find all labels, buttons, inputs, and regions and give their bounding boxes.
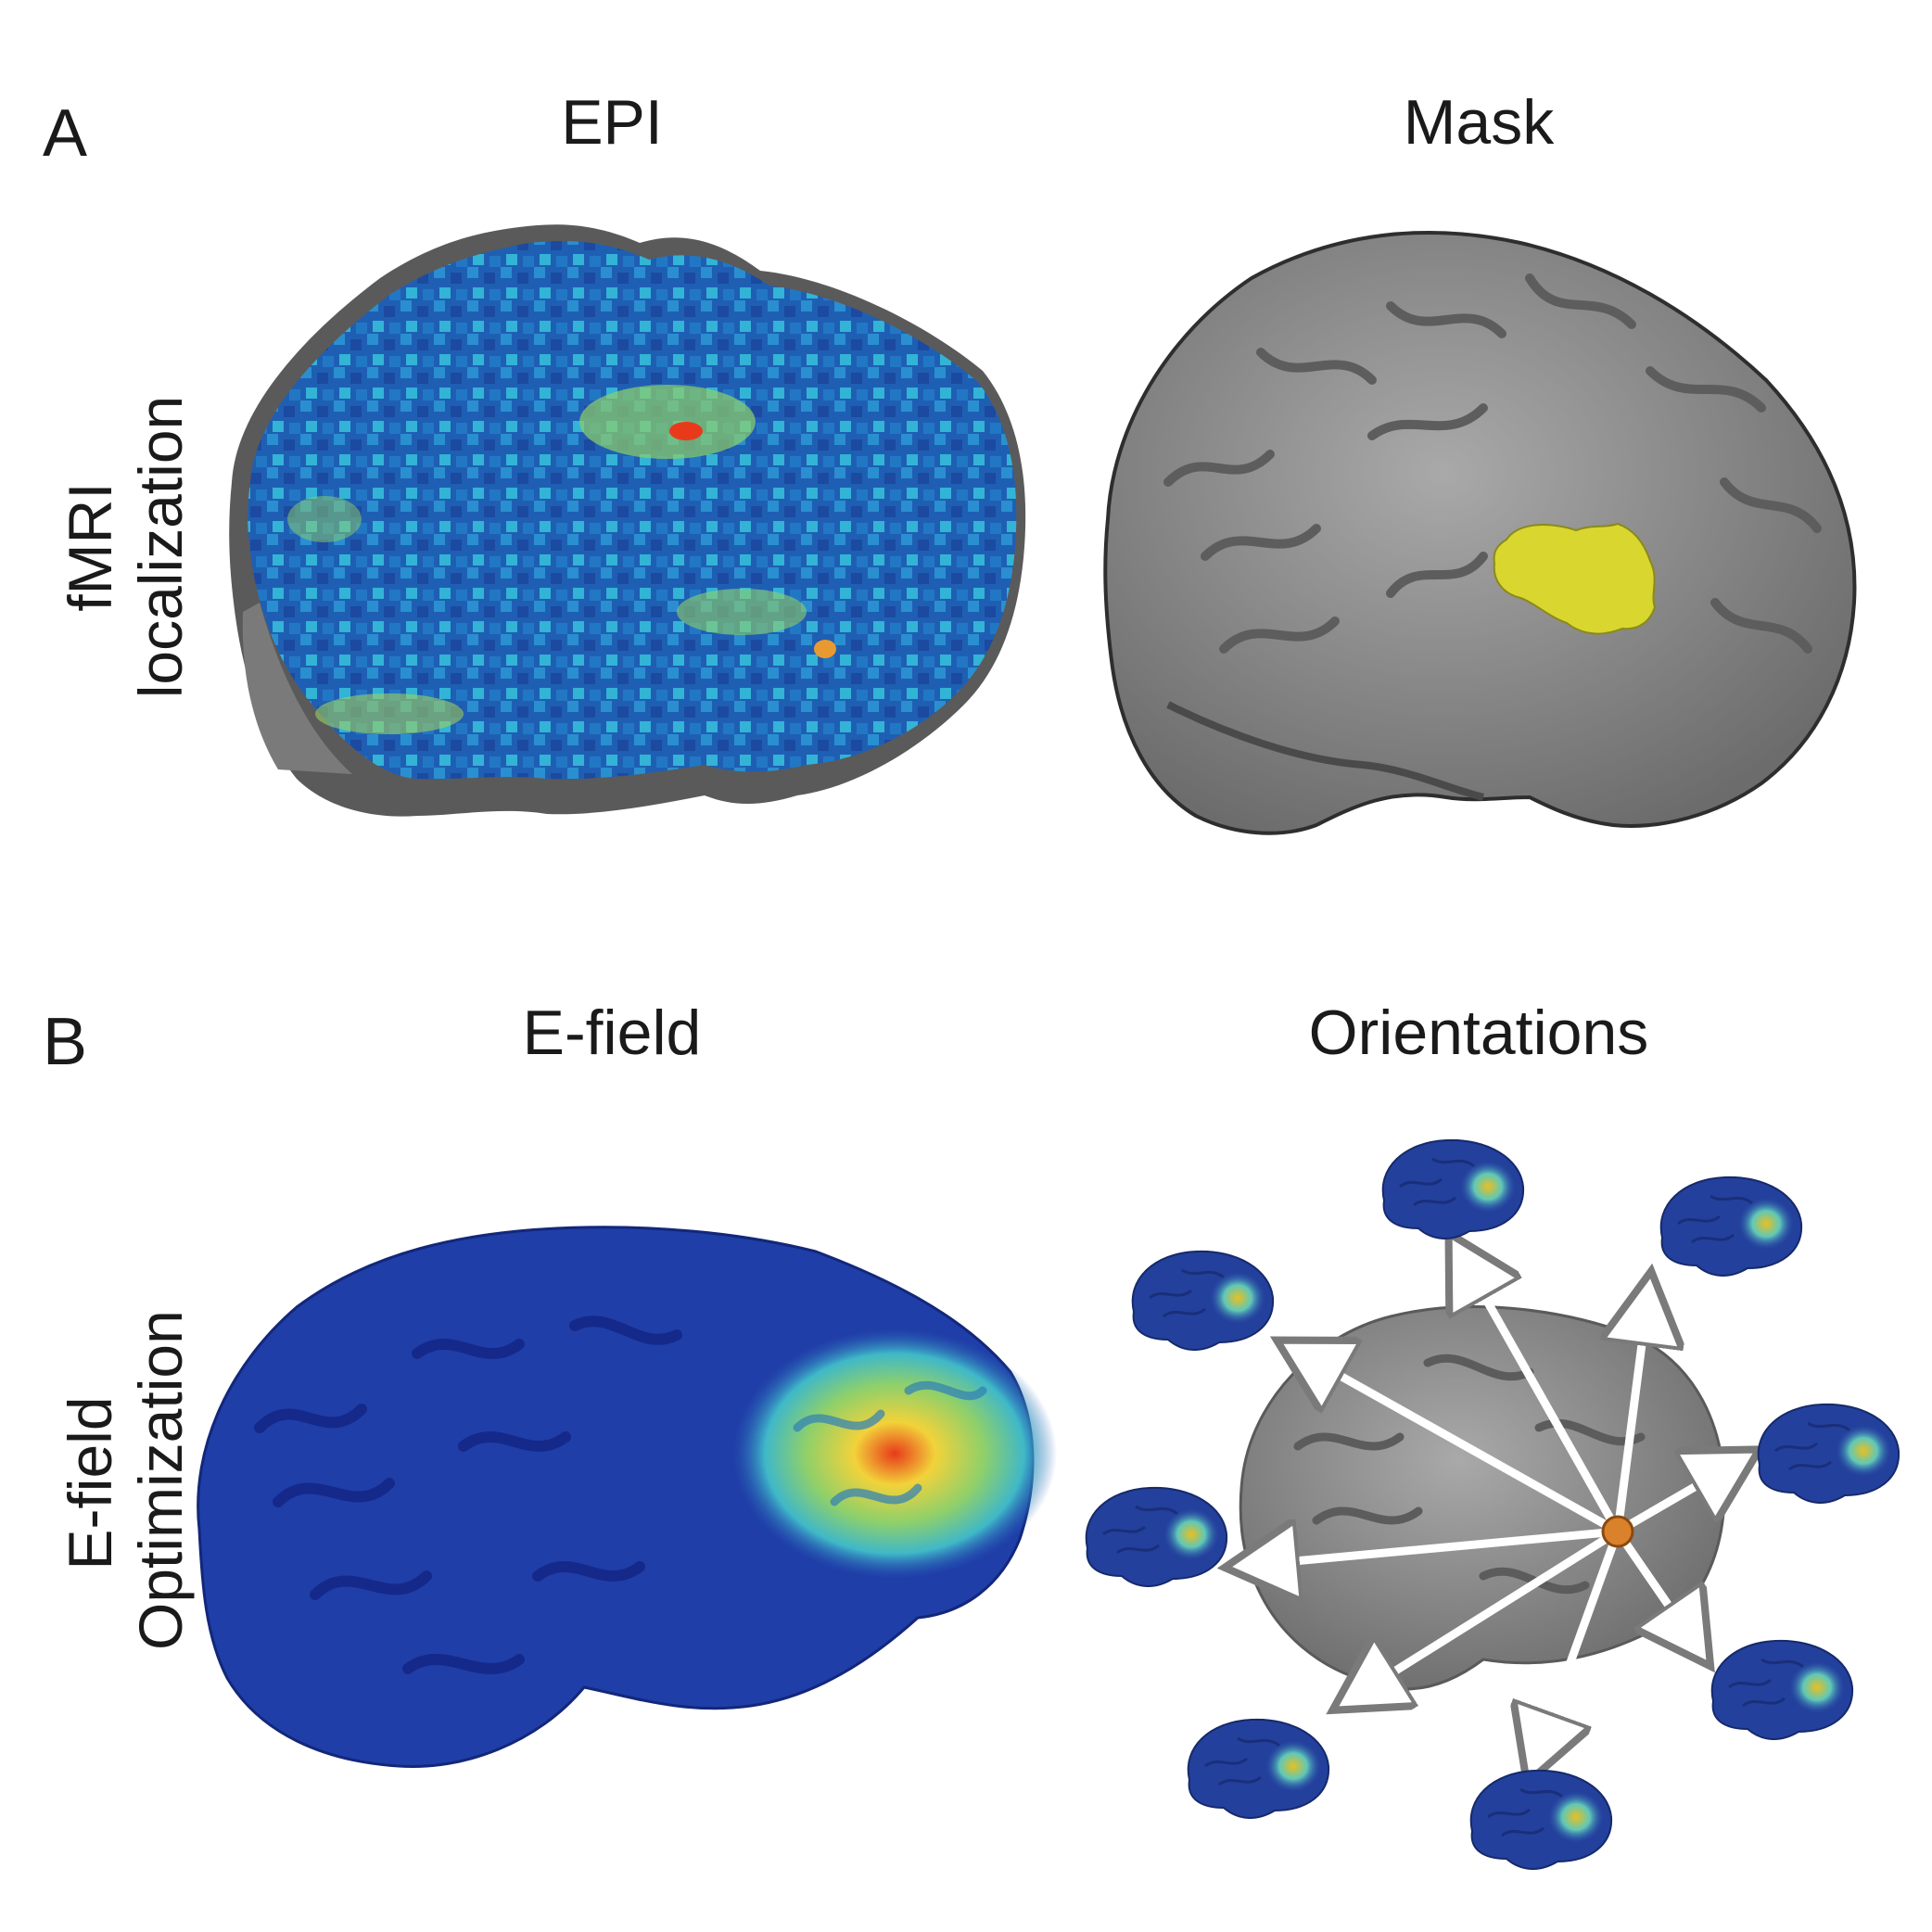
panel-b-letter: B (43, 1005, 88, 1079)
epi-title: EPI (561, 87, 663, 158)
mask-brain-image (1103, 230, 1857, 835)
mask-title: Mask (1403, 87, 1555, 158)
efield-title: E-field (522, 998, 702, 1068)
mini-brain-2 (1659, 1176, 1803, 1277)
panel-a-letter: A (43, 96, 88, 171)
mini-brain-4 (1757, 1403, 1900, 1505)
mini-brain-8 (1469, 1769, 1613, 1871)
epi-brain-image (229, 224, 1026, 817)
mini-brain-6 (1710, 1639, 1854, 1741)
efield-brain-image (197, 1226, 1057, 1769)
mini-brain-5 (1085, 1486, 1228, 1588)
mini-brain-3 (1131, 1250, 1275, 1352)
orientations-graphic (1085, 1138, 1900, 1871)
mini-brain-7 (1187, 1718, 1330, 1820)
mini-brain-1 (1381, 1138, 1525, 1240)
orientations-title: Orientations (1308, 998, 1649, 1068)
